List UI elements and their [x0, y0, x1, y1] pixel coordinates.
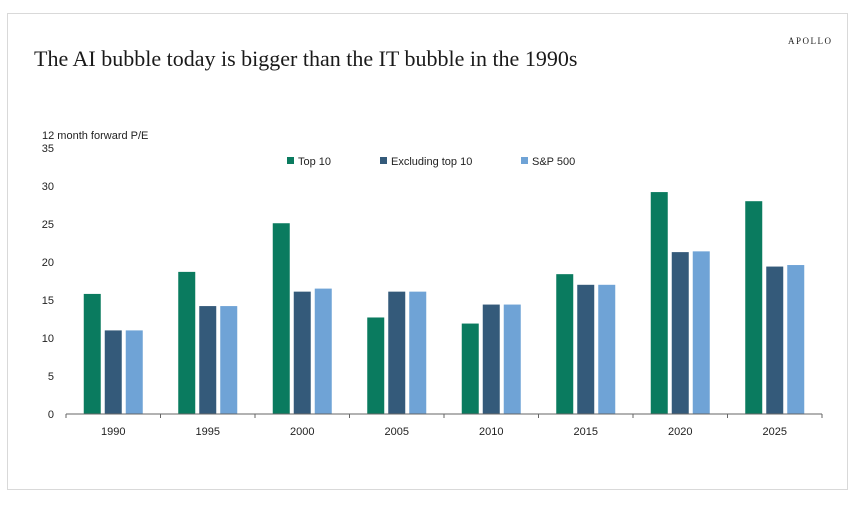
y-tick-label: 15 — [42, 295, 54, 307]
bars — [83, 192, 805, 414]
x-tick-label: 2000 — [290, 426, 314, 438]
bar-top-10-2020 — [650, 192, 668, 414]
bar-excluding-top-10-2015 — [577, 284, 595, 414]
legend-swatch — [521, 157, 528, 164]
y-tick-label: 35 — [42, 143, 54, 155]
bar-s-p-500-2025 — [787, 265, 805, 414]
y-axis-ticks: 0 5 10 15 20 25 30 35 — [42, 143, 54, 421]
legend-label: Top 10 — [298, 156, 331, 168]
x-tick-label: 2010 — [479, 426, 503, 438]
bar-top-10-2005 — [367, 317, 385, 414]
y-tick-label: 0 — [48, 409, 54, 421]
bar-excluding-top-10-1990 — [104, 330, 122, 414]
bar-excluding-top-10-2010 — [482, 304, 500, 414]
y-axis-label: 12 month forward P/E — [42, 130, 148, 142]
bar-excluding-top-10-2005 — [388, 291, 406, 414]
y-tick-label: 5 — [48, 371, 54, 383]
bar-excluding-top-10-2020 — [671, 252, 689, 414]
x-tick-label: 2005 — [385, 426, 409, 438]
x-axis — [65, 413, 823, 418]
brand-logo-text: APOLLO — [788, 36, 833, 46]
legend-swatch — [380, 157, 387, 164]
bar-top-10-1995 — [178, 271, 196, 414]
bar-s-p-500-2015 — [598, 284, 616, 414]
bar-s-p-500-2020 — [692, 251, 710, 414]
legend-swatch — [287, 157, 294, 164]
x-tick-label: 2025 — [763, 426, 787, 438]
y-tick-label: 10 — [42, 333, 54, 345]
bar-s-p-500-1990 — [125, 330, 143, 414]
bar-s-p-500-2010 — [503, 304, 521, 414]
bar-s-p-500-2005 — [409, 291, 427, 414]
x-tick-label: 1990 — [101, 426, 125, 438]
legend-label: Excluding top 10 — [391, 156, 472, 168]
bar-top-10-2010 — [461, 323, 479, 414]
bar-top-10-2025 — [745, 201, 763, 414]
y-tick-label: 20 — [42, 257, 54, 269]
bar-top-10-2015 — [556, 274, 574, 414]
bar-excluding-top-10-2000 — [293, 291, 311, 414]
bar-top-10-2000 — [272, 223, 290, 414]
x-tick-label: 1995 — [196, 426, 220, 438]
x-axis-ticks: 1990 1995 2000 2005 2010 2015 2020 2025 — [101, 426, 787, 438]
y-tick-label: 25 — [42, 219, 54, 231]
bar-s-p-500-2000 — [314, 288, 332, 414]
legend-label: S&P 500 — [532, 156, 575, 168]
x-tick-label: 2020 — [668, 426, 692, 438]
x-tick-label: 2015 — [574, 426, 598, 438]
bar-excluding-top-10-2025 — [766, 266, 784, 414]
y-tick-label: 30 — [42, 181, 54, 193]
bar-top-10-1990 — [83, 293, 101, 414]
bar-s-p-500-1995 — [220, 306, 238, 414]
bar-excluding-top-10-1995 — [199, 306, 217, 414]
chart-title: The AI bubble today is bigger than the I… — [34, 46, 578, 71]
legend: Top 10 Excluding top 10 S&P 500 — [287, 156, 575, 168]
